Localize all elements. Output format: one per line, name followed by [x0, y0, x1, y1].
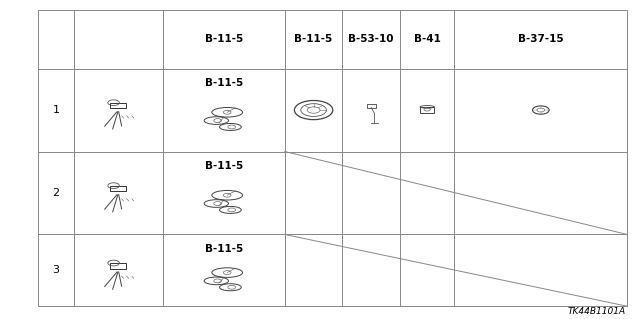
Text: B-11-5: B-11-5: [205, 34, 243, 44]
Text: B-53-10: B-53-10: [348, 34, 394, 44]
Text: TK44B1101A: TK44B1101A: [568, 307, 626, 315]
Text: B-37-15: B-37-15: [518, 34, 564, 44]
Text: 1: 1: [52, 105, 60, 115]
Text: B-41: B-41: [414, 34, 440, 44]
Text: B-11-5: B-11-5: [205, 78, 243, 88]
Text: B-11-5: B-11-5: [294, 34, 333, 44]
Text: 3: 3: [52, 265, 60, 275]
Bar: [420, 107, 435, 113]
Text: B-11-5: B-11-5: [205, 244, 243, 254]
Bar: [110, 186, 127, 191]
Bar: [110, 103, 127, 108]
Bar: [367, 104, 376, 108]
Text: B-11-5: B-11-5: [205, 161, 243, 171]
Bar: [110, 263, 127, 269]
Text: 2: 2: [52, 188, 60, 198]
